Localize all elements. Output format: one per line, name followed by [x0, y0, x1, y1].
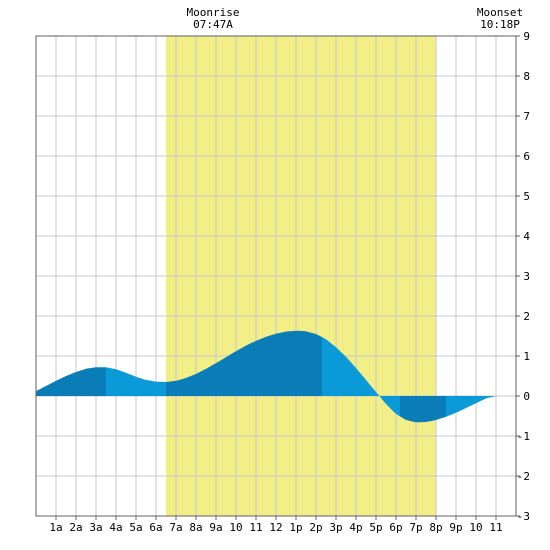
- y-tick-label: 1: [523, 350, 530, 363]
- y-tick-label: 3: [523, 270, 530, 283]
- x-tick-label: 9p: [449, 521, 462, 534]
- moonrise-time: 07:47A: [193, 18, 233, 31]
- y-tick-label: -2: [517, 470, 530, 483]
- x-tick-label: 1a: [49, 521, 62, 534]
- x-tick-label: 10: [229, 521, 242, 534]
- y-tick-label: 7: [523, 110, 530, 123]
- y-tick-label: 9: [523, 30, 530, 43]
- y-tick-label: -3: [517, 510, 530, 523]
- y-tick-label: 8: [523, 70, 530, 83]
- moonset-label: Moonset: [476, 6, 524, 19]
- x-tick-label: 11: [249, 521, 262, 534]
- x-tick-label: 12: [269, 521, 282, 534]
- moonset-time: 10:18P: [480, 18, 520, 31]
- x-tick-label: 7a: [169, 521, 182, 534]
- x-tick-label: 2a: [69, 521, 82, 534]
- y-tick-label: 0: [523, 390, 530, 403]
- y-tick-label: 2: [523, 310, 530, 323]
- tide-area-segment: [166, 330, 322, 396]
- tide-area-segment: [322, 337, 400, 417]
- moonset-annotation: Moonset 10:18P: [477, 7, 523, 31]
- x-tick-label: 6a: [149, 521, 162, 534]
- x-tick-label: 10: [469, 521, 482, 534]
- x-tick-label: 3a: [89, 521, 102, 534]
- y-tick-label: -1: [517, 430, 530, 443]
- tide-area-segment: [36, 367, 106, 396]
- moonrise-label: Moonrise: [186, 6, 240, 19]
- tide-area-segment: [400, 396, 446, 423]
- y-tick-label: 6: [523, 150, 530, 163]
- moonrise-annotation: Moonrise 07:47A: [187, 7, 240, 31]
- x-tick-label: 7p: [409, 521, 422, 534]
- tide-area-segment: [106, 367, 166, 396]
- x-tick-label: 2p: [309, 521, 322, 534]
- x-tick-label: 3p: [329, 521, 342, 534]
- x-tick-label: 8p: [429, 521, 442, 534]
- x-tick-label: 9a: [209, 521, 222, 534]
- y-tick-label: 5: [523, 190, 530, 203]
- x-tick-label: 5a: [129, 521, 142, 534]
- x-tick-label: 8a: [189, 521, 202, 534]
- x-tick-label: 6p: [389, 521, 402, 534]
- x-tick-label: 5p: [369, 521, 382, 534]
- x-tick-label: 4a: [109, 521, 122, 534]
- tide-area-segment: [446, 396, 516, 417]
- x-tick-label: 11: [489, 521, 502, 534]
- x-tick-label: 4p: [349, 521, 362, 534]
- y-tick-label: 4: [523, 230, 530, 243]
- x-tick-label: 1p: [289, 521, 302, 534]
